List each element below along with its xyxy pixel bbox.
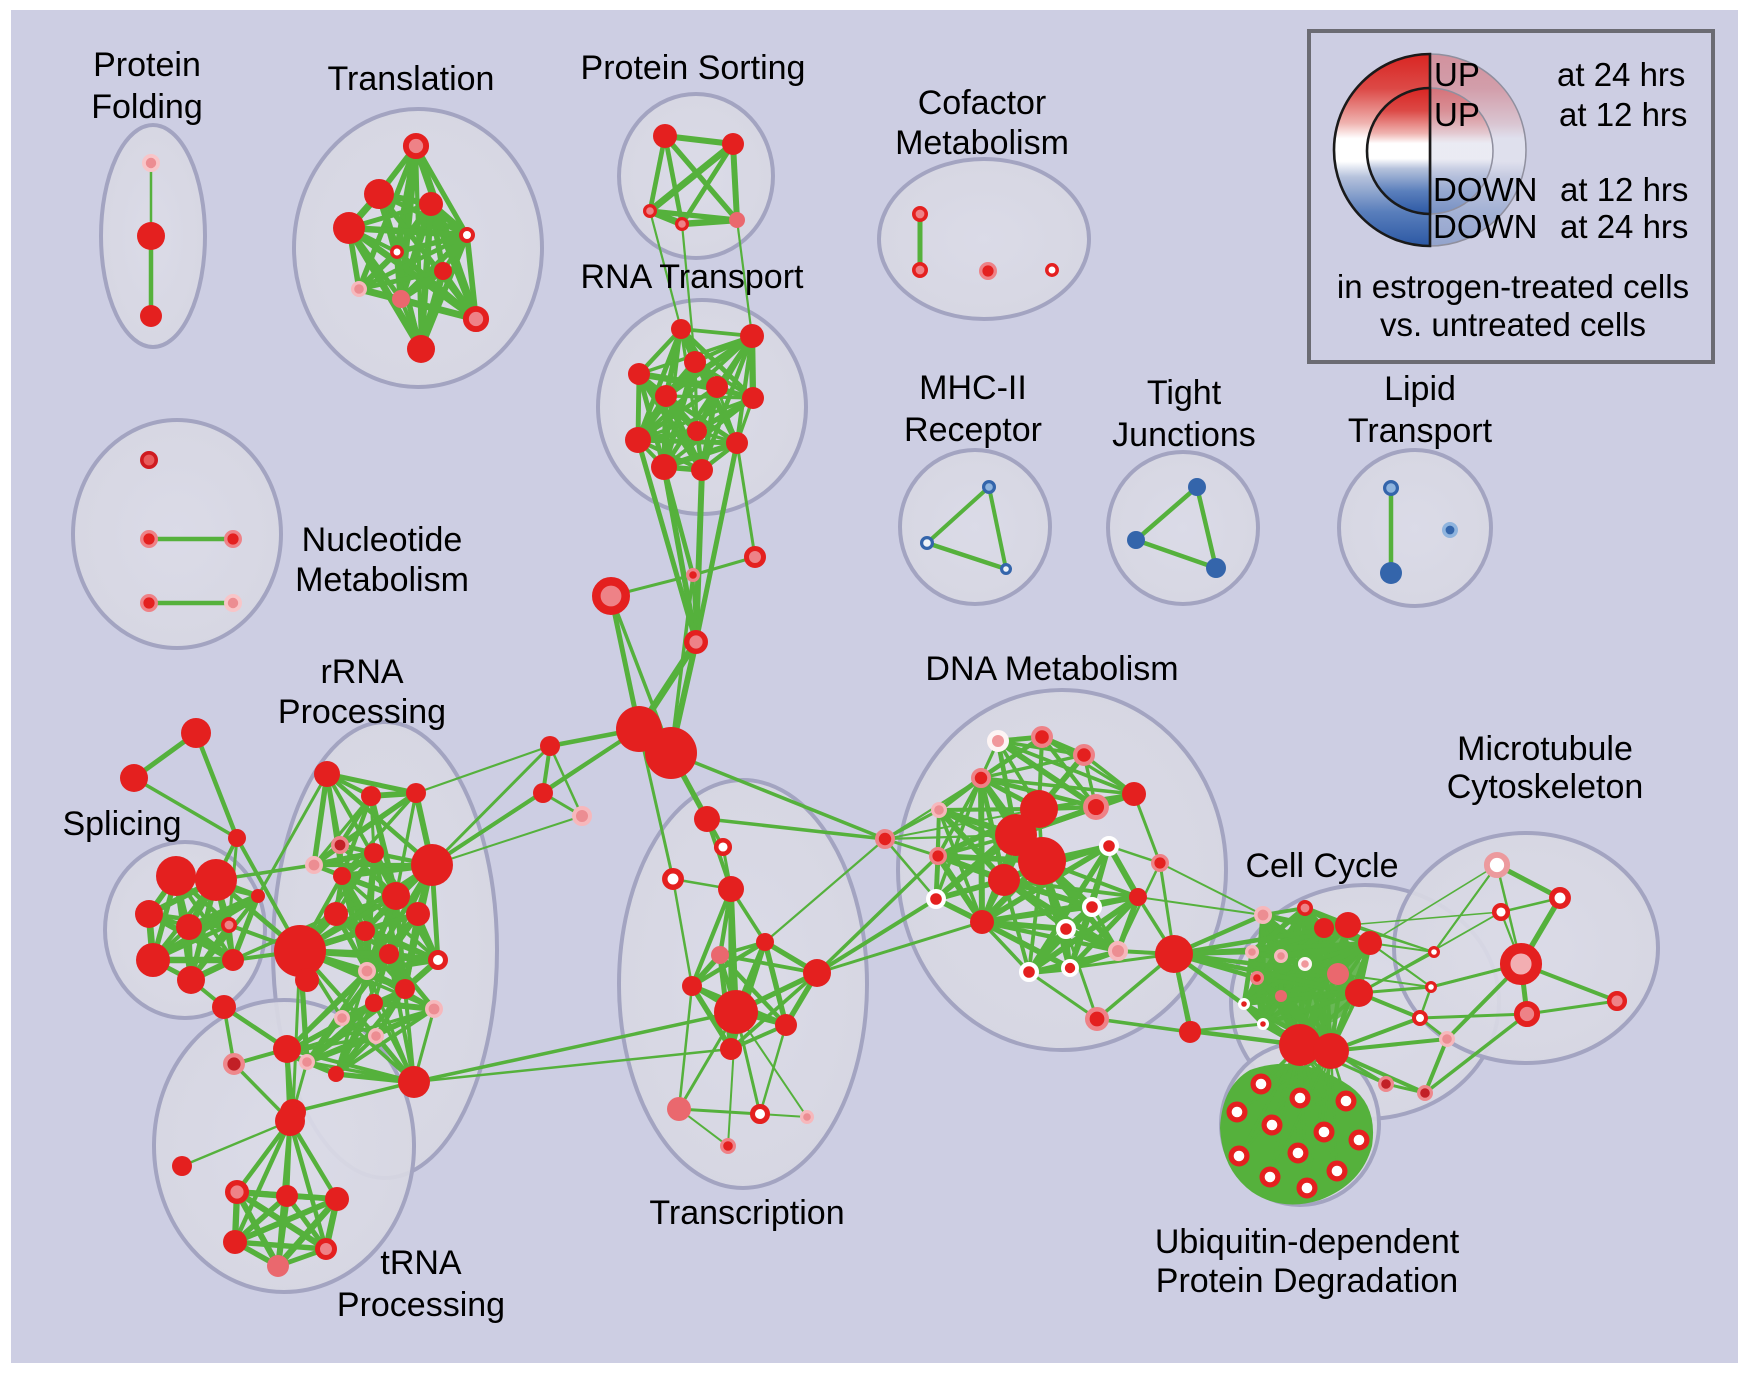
svg-text:Receptor: Receptor xyxy=(904,411,1042,449)
svg-text:tRNA: tRNA xyxy=(380,1244,462,1282)
svg-text:RNA Transport: RNA Transport xyxy=(581,258,805,296)
svg-text:in estrogen-treated cells: in estrogen-treated cells xyxy=(1337,268,1689,305)
svg-text:at 12 hrs: at 12 hrs xyxy=(1560,171,1688,208)
svg-text:Nucleotide: Nucleotide xyxy=(302,521,463,559)
svg-text:rRNA: rRNA xyxy=(320,653,403,691)
svg-text:Processing: Processing xyxy=(278,693,446,731)
svg-text:Transcription: Transcription xyxy=(649,1194,844,1232)
svg-text:Junctions: Junctions xyxy=(1112,416,1256,454)
svg-text:DOWN: DOWN xyxy=(1433,171,1537,208)
svg-text:Metabolism: Metabolism xyxy=(895,124,1069,162)
svg-text:Transport: Transport xyxy=(1348,412,1493,450)
svg-text:at 24 hrs: at 24 hrs xyxy=(1560,208,1688,245)
svg-text:Processing: Processing xyxy=(337,1286,505,1324)
svg-text:UP: UP xyxy=(1434,56,1480,93)
svg-text:Translation: Translation xyxy=(328,60,495,98)
svg-text:Protein: Protein xyxy=(93,46,201,84)
svg-text:Metabolism: Metabolism xyxy=(295,561,469,599)
svg-text:Splicing: Splicing xyxy=(62,805,181,843)
svg-text:MHC-II: MHC-II xyxy=(919,369,1027,407)
svg-text:Protein Degradation: Protein Degradation xyxy=(1156,1262,1458,1300)
svg-text:Cytoskeleton: Cytoskeleton xyxy=(1447,768,1644,806)
svg-text:Folding: Folding xyxy=(91,88,203,126)
svg-text:DOWN: DOWN xyxy=(1433,208,1537,245)
svg-text:Lipid: Lipid xyxy=(1384,370,1456,408)
svg-text:Cofactor: Cofactor xyxy=(918,84,1047,122)
svg-text:vs. untreated cells: vs. untreated cells xyxy=(1380,306,1646,343)
svg-text:Microtubule: Microtubule xyxy=(1457,730,1633,768)
svg-text:Cell Cycle: Cell Cycle xyxy=(1245,847,1398,885)
svg-text:at 12 hrs: at 12 hrs xyxy=(1559,96,1687,133)
svg-text:at 24 hrs: at 24 hrs xyxy=(1557,56,1685,93)
svg-text:Protein Sorting: Protein Sorting xyxy=(581,49,806,87)
svg-text:UP: UP xyxy=(1434,96,1480,133)
svg-text:Tight: Tight xyxy=(1147,374,1222,412)
svg-text:Ubiquitin-dependent: Ubiquitin-dependent xyxy=(1155,1223,1460,1261)
svg-text:DNA Metabolism: DNA Metabolism xyxy=(925,650,1178,688)
